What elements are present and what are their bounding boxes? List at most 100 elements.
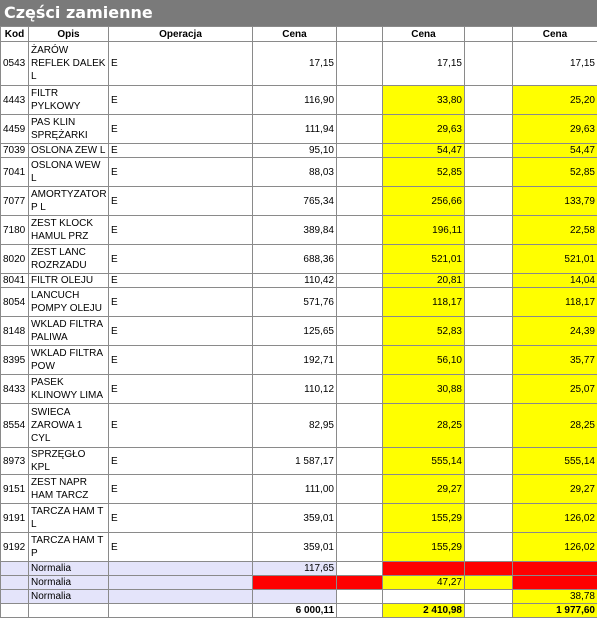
normalia-price-3: [513, 562, 597, 576]
price-cell-2: 20,81: [383, 274, 465, 288]
part-description: OSLONA WEW L: [29, 158, 109, 187]
normalia-operation: [109, 590, 253, 604]
normalia-label: Normalia: [29, 576, 109, 590]
empty-cell: [337, 274, 383, 288]
price-cell-2: 521,01: [383, 245, 465, 274]
part-code: 8020: [1, 245, 29, 274]
price-cell-3: 14,04: [513, 274, 597, 288]
operation-code: E: [109, 144, 253, 158]
part-code: 9191: [1, 504, 29, 533]
empty-cell: [465, 216, 513, 245]
empty-cell: [465, 590, 513, 604]
normalia-label: Normalia: [29, 590, 109, 604]
price-cell-3: 118,17: [513, 288, 597, 317]
part-description: TARCZA HAM T P: [29, 533, 109, 562]
price-cell-1: 95,10: [253, 144, 337, 158]
total-price-2: 2 410,98: [383, 604, 465, 618]
header-empty-2: [465, 27, 513, 42]
header-row: Kod Opis Operacja Cena Cena Cena: [1, 27, 597, 42]
price-cell-2: 555,14: [383, 448, 465, 475]
part-code: 7077: [1, 187, 29, 216]
header-opis: Opis: [29, 27, 109, 42]
price-cell-2: 17,15: [383, 42, 465, 86]
part-description: WKLAD FILTRA PALIWA: [29, 317, 109, 346]
price-cell-3: 52,85: [513, 158, 597, 187]
price-cell-2: 29,27: [383, 475, 465, 504]
normalia-price-2: [383, 562, 465, 576]
price-cell-1: 116,90: [253, 86, 337, 115]
price-cell-2: 33,80: [383, 86, 465, 115]
price-cell-1: 1 587,17: [253, 448, 337, 475]
price-cell-2: 118,17: [383, 288, 465, 317]
price-cell-3: 521,01: [513, 245, 597, 274]
price-cell-1: 389,84: [253, 216, 337, 245]
normalia-price-1: [253, 590, 337, 604]
empty-cell: [465, 158, 513, 187]
normalia-operation: [109, 562, 253, 576]
empty-cell: [109, 604, 253, 618]
part-description: SWIECA ZAROWA 1 CYL: [29, 404, 109, 448]
price-cell-2: 30,88: [383, 375, 465, 404]
part-code: 0543: [1, 42, 29, 86]
price-cell-2: 29,63: [383, 115, 465, 144]
price-cell-3: 133,79: [513, 187, 597, 216]
total-price-3: 1 977,60: [513, 604, 597, 618]
header-kod: Kod: [1, 27, 29, 42]
price-cell-3: 29,63: [513, 115, 597, 144]
operation-code: E: [109, 375, 253, 404]
part-code: 8054: [1, 288, 29, 317]
price-cell-1: 82,95: [253, 404, 337, 448]
part-description: WKLAD FILTRA POW: [29, 346, 109, 375]
part-description: SPRZĘGŁO KPL: [29, 448, 109, 475]
header-cena-2: Cena: [383, 27, 465, 42]
empty-cell: [337, 144, 383, 158]
operation-code: E: [109, 216, 253, 245]
price-cell-3: 25,20: [513, 86, 597, 115]
price-cell-3: 35,77: [513, 346, 597, 375]
price-cell-3: 555,14: [513, 448, 597, 475]
part-code: 8041: [1, 274, 29, 288]
price-cell-1: 688,36: [253, 245, 337, 274]
normalia-price-2: 47,27: [383, 576, 465, 590]
empty-cell: [337, 346, 383, 375]
empty-cell: [337, 604, 383, 618]
part-description: ZEST LANC ROZRZADU: [29, 245, 109, 274]
empty-cell: [465, 562, 513, 576]
normalia-label: Normalia: [29, 562, 109, 576]
price-cell-1: 110,42: [253, 274, 337, 288]
part-description: ŻARÓW REFLEK DALEK L: [29, 42, 109, 86]
part-description: OSLONA ZEW L: [29, 144, 109, 158]
price-cell-1: 17,15: [253, 42, 337, 86]
empty-cell: [465, 604, 513, 618]
header-cena-1: Cena: [253, 27, 337, 42]
empty-cell: [465, 375, 513, 404]
empty-cell: [465, 288, 513, 317]
price-cell-2: 256,66: [383, 187, 465, 216]
price-cell-2: 155,29: [383, 504, 465, 533]
operation-code: E: [109, 504, 253, 533]
part-code: 8554: [1, 404, 29, 448]
price-cell-2: 52,85: [383, 158, 465, 187]
price-cell-3: 28,25: [513, 404, 597, 448]
part-code: 7041: [1, 158, 29, 187]
part-description: PASEK KLINOWY LIMA: [29, 375, 109, 404]
price-cell-1: 110,12: [253, 375, 337, 404]
empty-cell: [337, 216, 383, 245]
empty-cell: [337, 504, 383, 533]
part-description: ZEST NAPR HAM TARCZ: [29, 475, 109, 504]
price-cell-1: 192,71: [253, 346, 337, 375]
empty-cell: [465, 576, 513, 590]
part-description: FILTR OLEJU: [29, 274, 109, 288]
empty-cell: [337, 590, 383, 604]
